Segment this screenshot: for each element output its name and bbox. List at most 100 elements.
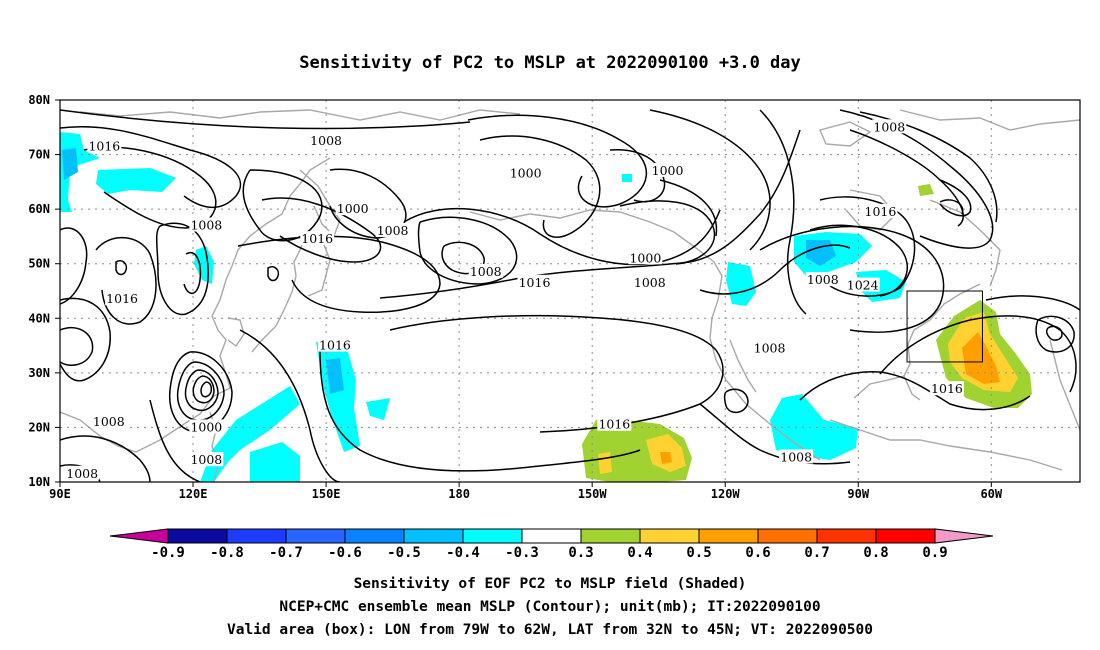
shade-pos-small xyxy=(918,184,934,196)
coast-east-asia xyxy=(60,157,331,453)
lon-tick-label: 150E xyxy=(312,487,341,501)
colorbar-label: -0.6 xyxy=(328,545,362,561)
shade-neg-mexico xyxy=(770,394,858,460)
contour-label-text: 1016 xyxy=(598,417,630,432)
contour-label: 1008 xyxy=(872,119,907,134)
contour-label: 1016 xyxy=(929,381,964,396)
contour-label-bg xyxy=(929,381,964,396)
coast-alaska xyxy=(469,209,723,277)
caption-line-1: Sensitivity of EOF PC2 to MSLP field (Sh… xyxy=(354,576,747,592)
grid-lines xyxy=(60,100,1080,482)
contour-label: 1008 xyxy=(779,449,814,464)
lon-tick-label: 120E xyxy=(179,487,208,501)
colorbar-segment xyxy=(580,528,641,544)
colorbar-label: -0.4 xyxy=(446,545,480,561)
coast-hudson xyxy=(845,189,897,231)
colorbar-label: 0.6 xyxy=(745,545,770,561)
contour-label: 1000 xyxy=(189,419,224,434)
lat-tick-label: 10N xyxy=(28,475,50,489)
latitude-axis: 80N 70N 60N 50N 40N 30N 20N 10N xyxy=(28,93,60,489)
contour-label-text: 1016 xyxy=(88,138,120,153)
shade-neg-okhotsk xyxy=(96,168,176,194)
colorbar-label: 0.8 xyxy=(863,545,888,561)
lat-tick-label: 20N xyxy=(28,420,50,434)
contour-label-text: 1000 xyxy=(510,166,542,181)
colorbar-label: 0.3 xyxy=(568,545,593,561)
contour-label-bg xyxy=(375,222,410,237)
contour-label-text: 1008 xyxy=(470,264,502,279)
colorbar-segment xyxy=(816,528,877,544)
contour-label: 1008 xyxy=(189,452,224,467)
colorbar-label: -0.7 xyxy=(269,545,303,561)
lat-tick-label: 80N xyxy=(28,93,50,107)
shade-neg-wpac-4 xyxy=(366,398,390,420)
caption-line-3: Valid area (box): LON from 79W to 62W, L… xyxy=(227,622,873,638)
lat-tick-label: 60N xyxy=(28,202,50,216)
lon-tick-label: 120W xyxy=(711,487,741,501)
coast-kamchatka xyxy=(299,169,341,238)
shade-neg-siberia-core xyxy=(62,148,78,180)
contour-label: 1016 xyxy=(87,138,122,153)
contour-label: 1008 xyxy=(65,465,100,481)
contour-label-bg xyxy=(650,162,685,177)
lon-tick-label: 150W xyxy=(578,487,608,501)
contour-label-text: 1008 xyxy=(754,340,786,355)
colorbar-left-extension xyxy=(109,528,169,544)
lon-tick-label: 90W xyxy=(847,487,869,501)
contour-label: 1000 xyxy=(650,162,685,178)
contour-label-bg xyxy=(189,419,224,434)
contour-label-bg xyxy=(105,291,140,306)
contour-label-text: 1008 xyxy=(310,133,342,148)
colorbar-segment xyxy=(639,528,700,544)
contour-label: 1008 xyxy=(309,132,344,148)
chart-title: Sensitivity of PC2 to MSLP at 2022090100… xyxy=(299,53,801,73)
contour-label-text: 1016 xyxy=(106,291,138,306)
shade-neg-wpac-2 xyxy=(200,386,300,482)
colorbar-segment xyxy=(403,528,464,544)
contour-label-bg xyxy=(805,272,840,287)
contour-label-text: 1008 xyxy=(780,449,812,464)
lat-tick-label: 70N xyxy=(28,148,50,162)
contour-label-bg xyxy=(779,449,814,464)
coast-africa xyxy=(1049,339,1080,431)
colorbar-label: 0.7 xyxy=(804,545,829,561)
coast-arctic-islands xyxy=(819,121,872,147)
colorbar-label: 0.9 xyxy=(922,545,947,561)
contour-label-text: 1024 xyxy=(847,278,879,293)
caption-line-2: NCEP+CMC ensemble mean MSLP (Contour); u… xyxy=(279,599,820,615)
longitude-axis: 90E 120E 150E 180 150W 120W 90W 60W xyxy=(49,482,1003,501)
lat-tick-label: 50N xyxy=(28,257,50,271)
coast-korea xyxy=(227,317,245,348)
contour-label-bg xyxy=(91,413,126,428)
lon-tick-label: 90E xyxy=(49,487,71,501)
contour-label: 1016 xyxy=(105,291,140,306)
contour-label-bg xyxy=(65,465,100,480)
coast-japan xyxy=(251,239,305,353)
contour-label-text: 1008 xyxy=(377,223,409,238)
colorbar-right-extension xyxy=(934,528,994,544)
colorbar-segment xyxy=(344,528,405,544)
colorbar-label: 0.4 xyxy=(627,545,652,561)
contour-label-text: 1000 xyxy=(337,201,369,216)
colorbar-segment xyxy=(167,528,228,544)
contour-label: 1008 xyxy=(189,217,224,233)
contour-label-text: 1016 xyxy=(519,275,551,290)
shade-pos-atl-core xyxy=(962,332,1000,384)
contour-label: 1008 xyxy=(375,222,410,238)
colorbar-segment xyxy=(757,528,818,544)
contour-label-bg xyxy=(752,340,787,355)
lon-tick-label: 60W xyxy=(980,487,1002,501)
colorbar-segment xyxy=(875,528,936,544)
contour-label: 1016 xyxy=(597,416,632,432)
contour-label: 1008 xyxy=(805,272,840,287)
colorbar-segment xyxy=(285,528,346,544)
coast-greenland xyxy=(899,109,1080,131)
map-frame xyxy=(59,99,1081,483)
contour-label-bg xyxy=(517,274,552,289)
contour-label-bg xyxy=(872,119,907,134)
contour-label: 1016 xyxy=(300,231,335,246)
contour-label-bg xyxy=(632,274,667,289)
coast-florida xyxy=(903,375,921,401)
shade-neg-small xyxy=(622,174,632,182)
contour-label-bg xyxy=(597,416,632,431)
